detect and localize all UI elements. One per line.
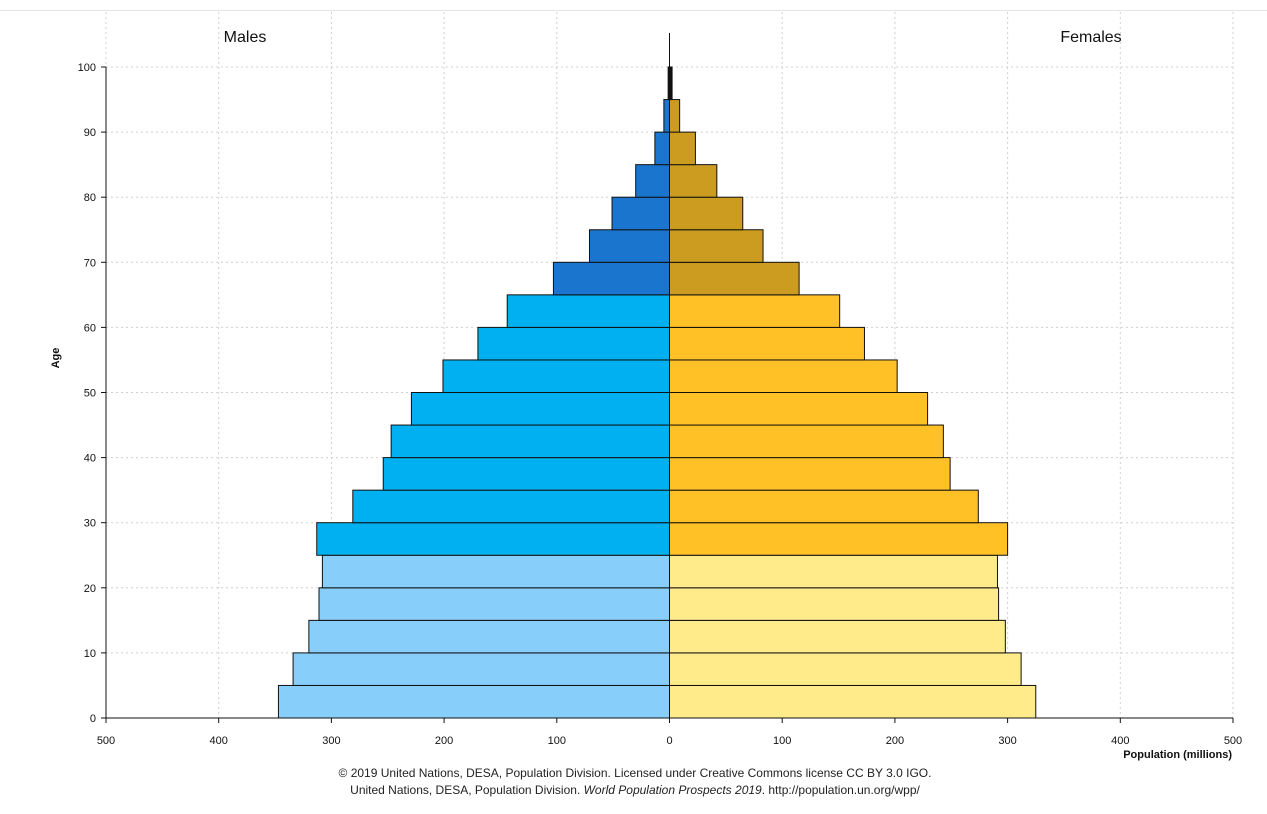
x-tick-label: 500 [1224, 735, 1242, 747]
y-tick-label: 80 [84, 192, 96, 204]
female-bar-65-69 [669, 261, 800, 296]
x-tick-label: 100 [548, 735, 566, 747]
male-bar-90-94 [663, 99, 670, 133]
female-bar-30-34 [669, 489, 979, 524]
x-tick-label: 400 [1111, 735, 1129, 747]
y-tick-label: 0 [90, 713, 96, 725]
female-bar-35-39 [669, 457, 951, 491]
male-bar-10-14 [308, 619, 670, 654]
male-bar-20-24 [321, 554, 670, 589]
female-bar-10-14 [669, 619, 1006, 654]
y-tick-label: 10 [84, 648, 96, 660]
female-bar-55-59 [669, 326, 865, 361]
male-bar-5-9 [292, 652, 670, 686]
y-tick-label: 20 [84, 583, 96, 595]
males-label: Males [224, 29, 267, 46]
female-bar-0-4 [669, 684, 1037, 719]
male-bar-0-4 [277, 684, 670, 719]
x-tick-label: 400 [210, 735, 228, 747]
citation-part-a: United Nations, DESA, Population Divisio… [350, 783, 584, 797]
female-bar-85-89 [669, 131, 696, 166]
male-bar-25-29 [316, 522, 670, 556]
x-axis-title: Population (millions) [1123, 749, 1232, 761]
females-label: Females [1060, 29, 1121, 46]
male-bar-35-39 [382, 457, 670, 491]
female-bar-40-44 [669, 424, 944, 459]
male-bar-55-59 [477, 326, 670, 361]
male-bar-30-34 [352, 489, 670, 524]
y-axis-title: Age [50, 348, 62, 369]
female-bar-5-9 [669, 652, 1022, 686]
male-bar-15-19 [318, 587, 670, 621]
x-tick-label: 500 [97, 735, 115, 747]
x-tick-label: 200 [886, 735, 904, 747]
female-bar-15-19 [669, 587, 1000, 621]
y-tick-label: 50 [84, 388, 96, 400]
female-bar-90-94 [669, 99, 681, 133]
tick-labels: 500 400 300 200 100 0 100 200 300 400 500010203040… [78, 62, 1243, 747]
top-divider [0, 10, 1267, 11]
y-tick-label: 30 [84, 518, 96, 530]
male-bar-85-89 [654, 131, 670, 166]
x-tick-label: 200 [435, 735, 453, 747]
female-bar-70-74 [669, 229, 764, 263]
x-tick-label: 0 [666, 735, 672, 747]
male-bar-75-79 [611, 196, 671, 231]
y-tick-label: 70 [84, 257, 96, 269]
male-bar-65-69 [552, 261, 671, 296]
y-tick-label: 60 [84, 322, 96, 334]
citation-part-b: . http://population.un.org/wpp/ [761, 783, 920, 797]
female-bar-50-54 [669, 359, 898, 394]
x-tick-label: 300 [322, 735, 340, 747]
male-bar-80-84 [635, 164, 671, 198]
female-bar-60-64 [669, 294, 841, 328]
male-bar-60-64 [506, 294, 670, 328]
x-tick-label: 300 [998, 735, 1016, 747]
male-bar-70-74 [588, 229, 670, 263]
y-tick-label: 100 [78, 62, 96, 74]
y-tick-label: 40 [84, 453, 96, 465]
female-bar-80-84 [669, 164, 718, 198]
female-bar-75-79 [669, 196, 744, 231]
female-bar-45-49 [669, 392, 929, 426]
female-bar-25-29 [669, 522, 1009, 556]
male-bar-45-49 [410, 392, 670, 426]
axes [101, 33, 1234, 723]
copyright-line: © 2019 United Nations, DESA, Population … [338, 766, 932, 780]
citation-line: United Nations, DESA, Population Divisio… [40, 783, 1230, 797]
male-bar-40-44 [390, 424, 670, 459]
female-bar-20-24 [669, 554, 998, 589]
citation-title: World Population Prospects 2019 [583, 783, 762, 797]
male-bar-50-54 [442, 359, 670, 394]
x-tick-label: 100 [773, 735, 791, 747]
y-tick-label: 90 [84, 127, 96, 139]
